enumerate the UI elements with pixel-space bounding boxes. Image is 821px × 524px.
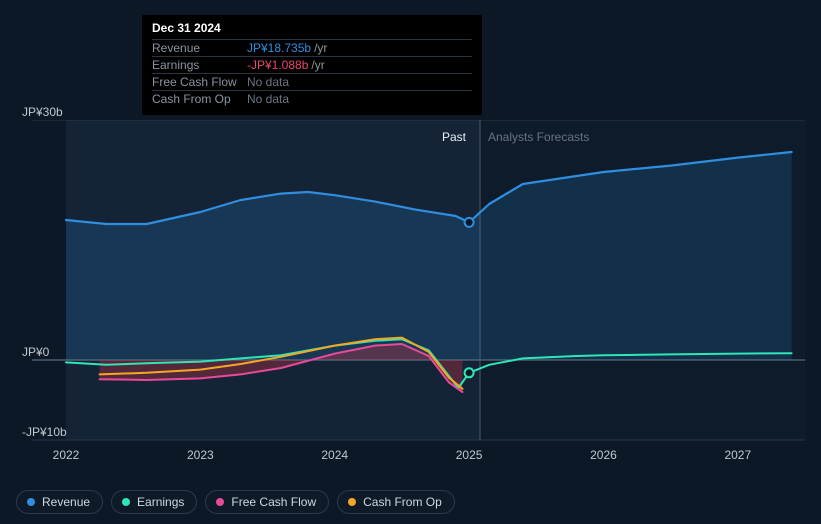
x-axis-label: 2027 <box>724 448 751 462</box>
tooltip-value: -JP¥1.088b <box>247 58 308 72</box>
tooltip-date: Dec 31 2024 <box>152 21 472 39</box>
past-section-label: Past <box>442 130 466 144</box>
x-axis-label: 2023 <box>187 448 214 462</box>
chart-tooltip: Dec 31 2024 RevenueJP¥18.735b/yrEarnings… <box>142 15 482 115</box>
x-axis-label: 2026 <box>590 448 617 462</box>
tooltip-series-label: Revenue <box>152 41 247 55</box>
y-axis-label: JP¥30b <box>22 105 63 119</box>
chart-area: JP¥30bJP¥0-JP¥10b20222023202420252026202… <box>16 120 805 480</box>
tooltip-series-label: Free Cash Flow <box>152 75 247 89</box>
legend-item-free-cash-flow[interactable]: Free Cash Flow <box>205 490 329 514</box>
tooltip-series-label: Earnings <box>152 58 247 72</box>
tooltip-suffix: /yr <box>311 58 324 72</box>
x-axis-label: 2025 <box>456 448 483 462</box>
tooltip-row: Earnings-JP¥1.088b/yr <box>152 56 472 73</box>
legend-dot-icon <box>122 498 130 506</box>
legend-label: Earnings <box>137 495 184 509</box>
x-axis-label: 2022 <box>53 448 80 462</box>
tooltip-row: Cash From OpNo data <box>152 90 472 107</box>
tooltip-value: JP¥18.735b <box>247 41 311 55</box>
legend-item-cash-from-op[interactable]: Cash From Op <box>337 490 455 514</box>
tooltip-suffix: /yr <box>314 41 327 55</box>
legend-dot-icon <box>27 498 35 506</box>
legend-label: Revenue <box>42 495 90 509</box>
tooltip-nodata: No data <box>247 75 289 89</box>
chart-svg <box>16 120 805 480</box>
tooltip-row: Free Cash FlowNo data <box>152 73 472 90</box>
legend-item-revenue[interactable]: Revenue <box>16 490 103 514</box>
x-axis-label: 2024 <box>321 448 348 462</box>
y-axis-label: JP¥0 <box>22 345 49 359</box>
chart-legend: Revenue Earnings Free Cash Flow Cash From O… <box>16 490 455 514</box>
legend-dot-icon <box>348 498 356 506</box>
forecast-section-label: Analysts Forecasts <box>488 130 589 144</box>
tooltip-series-label: Cash From Op <box>152 92 247 106</box>
tooltip-nodata: No data <box>247 92 289 106</box>
legend-label: Free Cash Flow <box>231 495 316 509</box>
legend-label: Cash From Op <box>363 495 442 509</box>
legend-item-earnings[interactable]: Earnings <box>111 490 197 514</box>
y-axis-label: -JP¥10b <box>22 425 67 439</box>
legend-dot-icon <box>216 498 224 506</box>
tooltip-row: RevenueJP¥18.735b/yr <box>152 39 472 56</box>
